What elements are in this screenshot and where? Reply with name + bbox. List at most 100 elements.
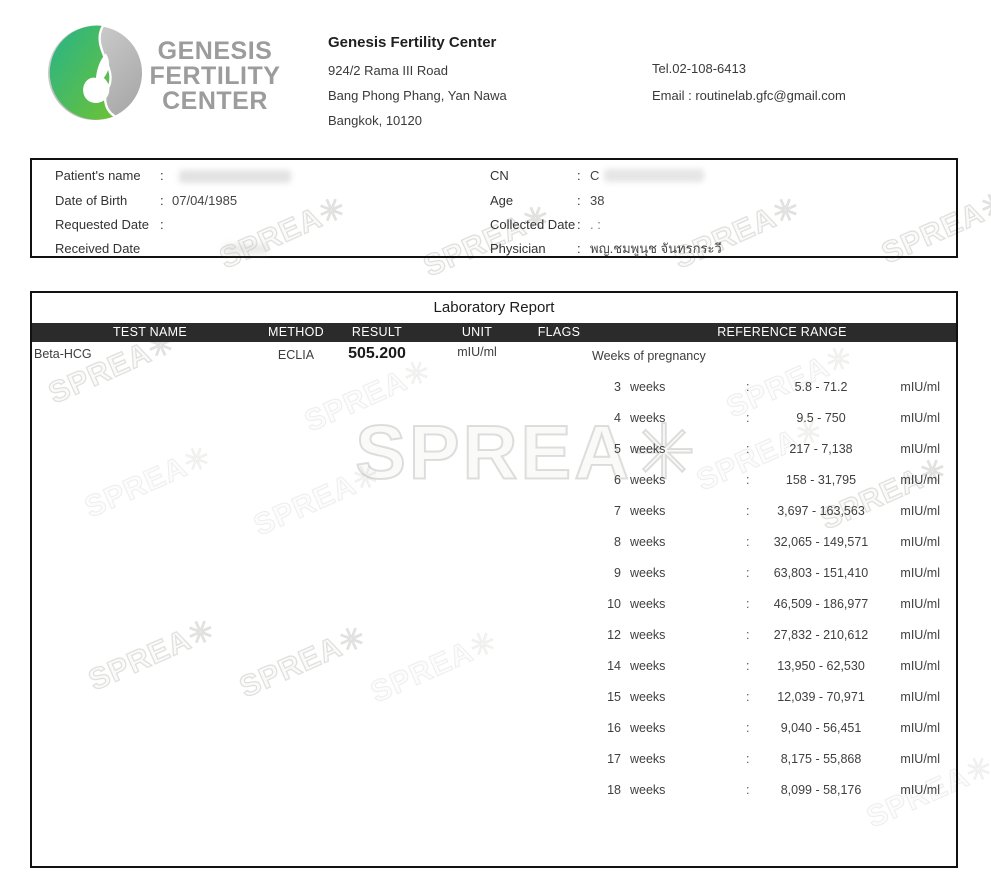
separator-colon: :	[746, 752, 750, 766]
reference-range-row: 3 weeks : 5.8 - 71.2 mIU/ml	[32, 372, 956, 403]
weeks-number: 9	[614, 566, 621, 580]
email: Email : routinelab.gfc@gmail.com	[652, 88, 846, 103]
reference-range-row: 8 weeks : 32,065 - 149,571 mIU/ml	[32, 527, 956, 558]
reference-unit-value: mIU/ml	[900, 597, 940, 611]
address-line-3: Bangkok, 10120	[328, 113, 422, 128]
reference-range-value: 217 - 7,138	[789, 442, 853, 456]
colon: :	[577, 193, 581, 208]
column-test-name: TEST NAME	[112, 325, 188, 339]
age-value: 38	[590, 193, 605, 208]
patient-info-box: Patient's name : Date of Birth : 07/04/1…	[30, 158, 958, 258]
weeks-word: weeks	[630, 783, 666, 797]
reference-range-value: 9,040 - 56,451	[780, 721, 862, 735]
reference-unit-value: mIU/ml	[900, 380, 940, 394]
logo-line-2: FERTILITY	[149, 62, 281, 90]
colon: :	[160, 168, 164, 183]
colon: :	[577, 241, 581, 256]
separator-colon: :	[746, 659, 750, 673]
column-method: METHOD	[268, 325, 324, 339]
cn-label: CN	[490, 168, 509, 183]
dob-value: 07/04/1985	[172, 193, 238, 208]
reference-range-value: 5.8 - 71.2	[794, 380, 848, 394]
reference-range-value: 27,832 - 210,612	[773, 628, 869, 642]
weeks-number: 8	[614, 535, 621, 549]
age-label: Age	[490, 193, 514, 208]
weeks-word: weeks	[630, 380, 666, 394]
reference-unit-value: mIU/ml	[900, 411, 940, 425]
reference-unit-value: mIU/ml	[900, 752, 940, 766]
laboratory-report-box: Laboratory Report TEST NAME METHOD RESUL…	[30, 291, 958, 868]
reference-unit-value: mIU/ml	[900, 504, 940, 518]
reference-range-row: 16 weeks : 9,040 - 56,451 mIU/ml	[32, 713, 956, 744]
patient-name-label: Patient's name	[55, 168, 141, 183]
weeks-number: 3	[614, 380, 621, 394]
reference-unit-value: mIU/ml	[900, 473, 940, 487]
reference-range-value: 46,509 - 186,977	[773, 597, 869, 611]
collected-date-value: . :	[590, 217, 601, 232]
weeks-word: weeks	[630, 535, 666, 549]
reference-range-rows: 3 weeks : 5.8 - 71.2 mIU/ml 4 weeks : 9.…	[32, 372, 956, 806]
unit-value: mIU/ml	[457, 345, 497, 359]
weeks-word: weeks	[630, 504, 666, 518]
reference-range-value: 158 - 31,795	[785, 473, 857, 487]
weeks-number: 5	[614, 442, 621, 456]
separator-colon: :	[746, 783, 750, 797]
reference-range-row: 12 weeks : 27,832 - 210,612 mIU/ml	[32, 620, 956, 651]
weeks-word: weeks	[630, 597, 666, 611]
physician-label: Physician	[490, 241, 546, 256]
address-line-1: 924/2 Rama III Road	[328, 63, 448, 78]
reference-range-row: 7 weeks : 3,697 - 163,563 mIU/ml	[32, 496, 956, 527]
column-result: RESULT	[351, 325, 403, 339]
reference-range-row: 10 weeks : 46,509 - 186,977 mIU/ml	[32, 589, 956, 620]
reference-range-value: 9.5 - 750	[796, 411, 846, 425]
separator-colon: :	[746, 597, 750, 611]
reference-unit-value: mIU/ml	[900, 535, 940, 549]
weeks-word: weeks	[630, 442, 666, 456]
reference-range-value: 8,175 - 55,868	[780, 752, 862, 766]
weeks-word: weeks	[630, 566, 666, 580]
reference-unit-value: mIU/ml	[900, 690, 940, 704]
reference-range-value: 12,039 - 70,971	[777, 690, 865, 704]
reference-range-value: 32,065 - 149,571	[773, 535, 869, 549]
logo-line-1: GENESIS	[157, 37, 273, 65]
column-flags: FLAGS	[537, 325, 581, 339]
requested-date-label: Requested Date	[55, 217, 149, 232]
reference-range-row: 5 weeks : 217 - 7,138 mIU/ml	[32, 434, 956, 465]
weeks-word: weeks	[630, 628, 666, 642]
weeks-number: 18	[607, 783, 621, 797]
clinic-logo	[47, 25, 143, 121]
weeks-number: 10	[607, 597, 621, 611]
weeks-number: 4	[614, 411, 621, 425]
separator-colon: :	[746, 504, 750, 518]
reference-range-value: 13,950 - 62,530	[777, 659, 865, 673]
reference-range-value: 3,697 - 163,563	[777, 504, 865, 518]
collected-date-label: Collected Date	[490, 217, 576, 232]
colon: :	[577, 168, 581, 183]
reference-range-value: 63,803 - 151,410	[773, 566, 869, 580]
reference-unit-value: mIU/ml	[900, 442, 940, 456]
column-unit: UNIT	[461, 325, 493, 339]
separator-colon: :	[746, 628, 750, 642]
separator-colon: :	[746, 380, 750, 394]
colon: :	[160, 193, 164, 208]
weeks-word: weeks	[630, 721, 666, 735]
reference-range-row: 9 weeks : 63,803 - 151,410 mIU/ml	[32, 558, 956, 589]
reference-range-row: 17 weeks : 8,175 - 55,868 mIU/ml	[32, 744, 956, 775]
redacted-patient-name	[179, 170, 291, 183]
separator-colon: :	[746, 535, 750, 549]
table-header-bar: TEST NAME METHOD RESULT UNIT FLAGS REFER…	[32, 323, 956, 342]
weeks-number: 17	[607, 752, 621, 766]
clinic-name: Genesis Fertility Center	[328, 34, 497, 51]
redacted-received-date	[224, 244, 268, 254]
logo-line-3: CENTER	[162, 87, 268, 115]
colon: :	[160, 217, 164, 232]
logo-wordmark: GENESIS FERTILITY CENTER	[148, 39, 282, 114]
report-title: Laboratory Report	[433, 299, 555, 316]
reference-range-row: 6 weeks : 158 - 31,795 mIU/ml	[32, 465, 956, 496]
reference-heading: Weeks of pregnancy	[592, 349, 706, 363]
weeks-number: 7	[614, 504, 621, 518]
telephone: Tel.02-108-6413	[652, 61, 746, 76]
weeks-number: 15	[607, 690, 621, 704]
method-value: ECLIA	[277, 348, 315, 362]
